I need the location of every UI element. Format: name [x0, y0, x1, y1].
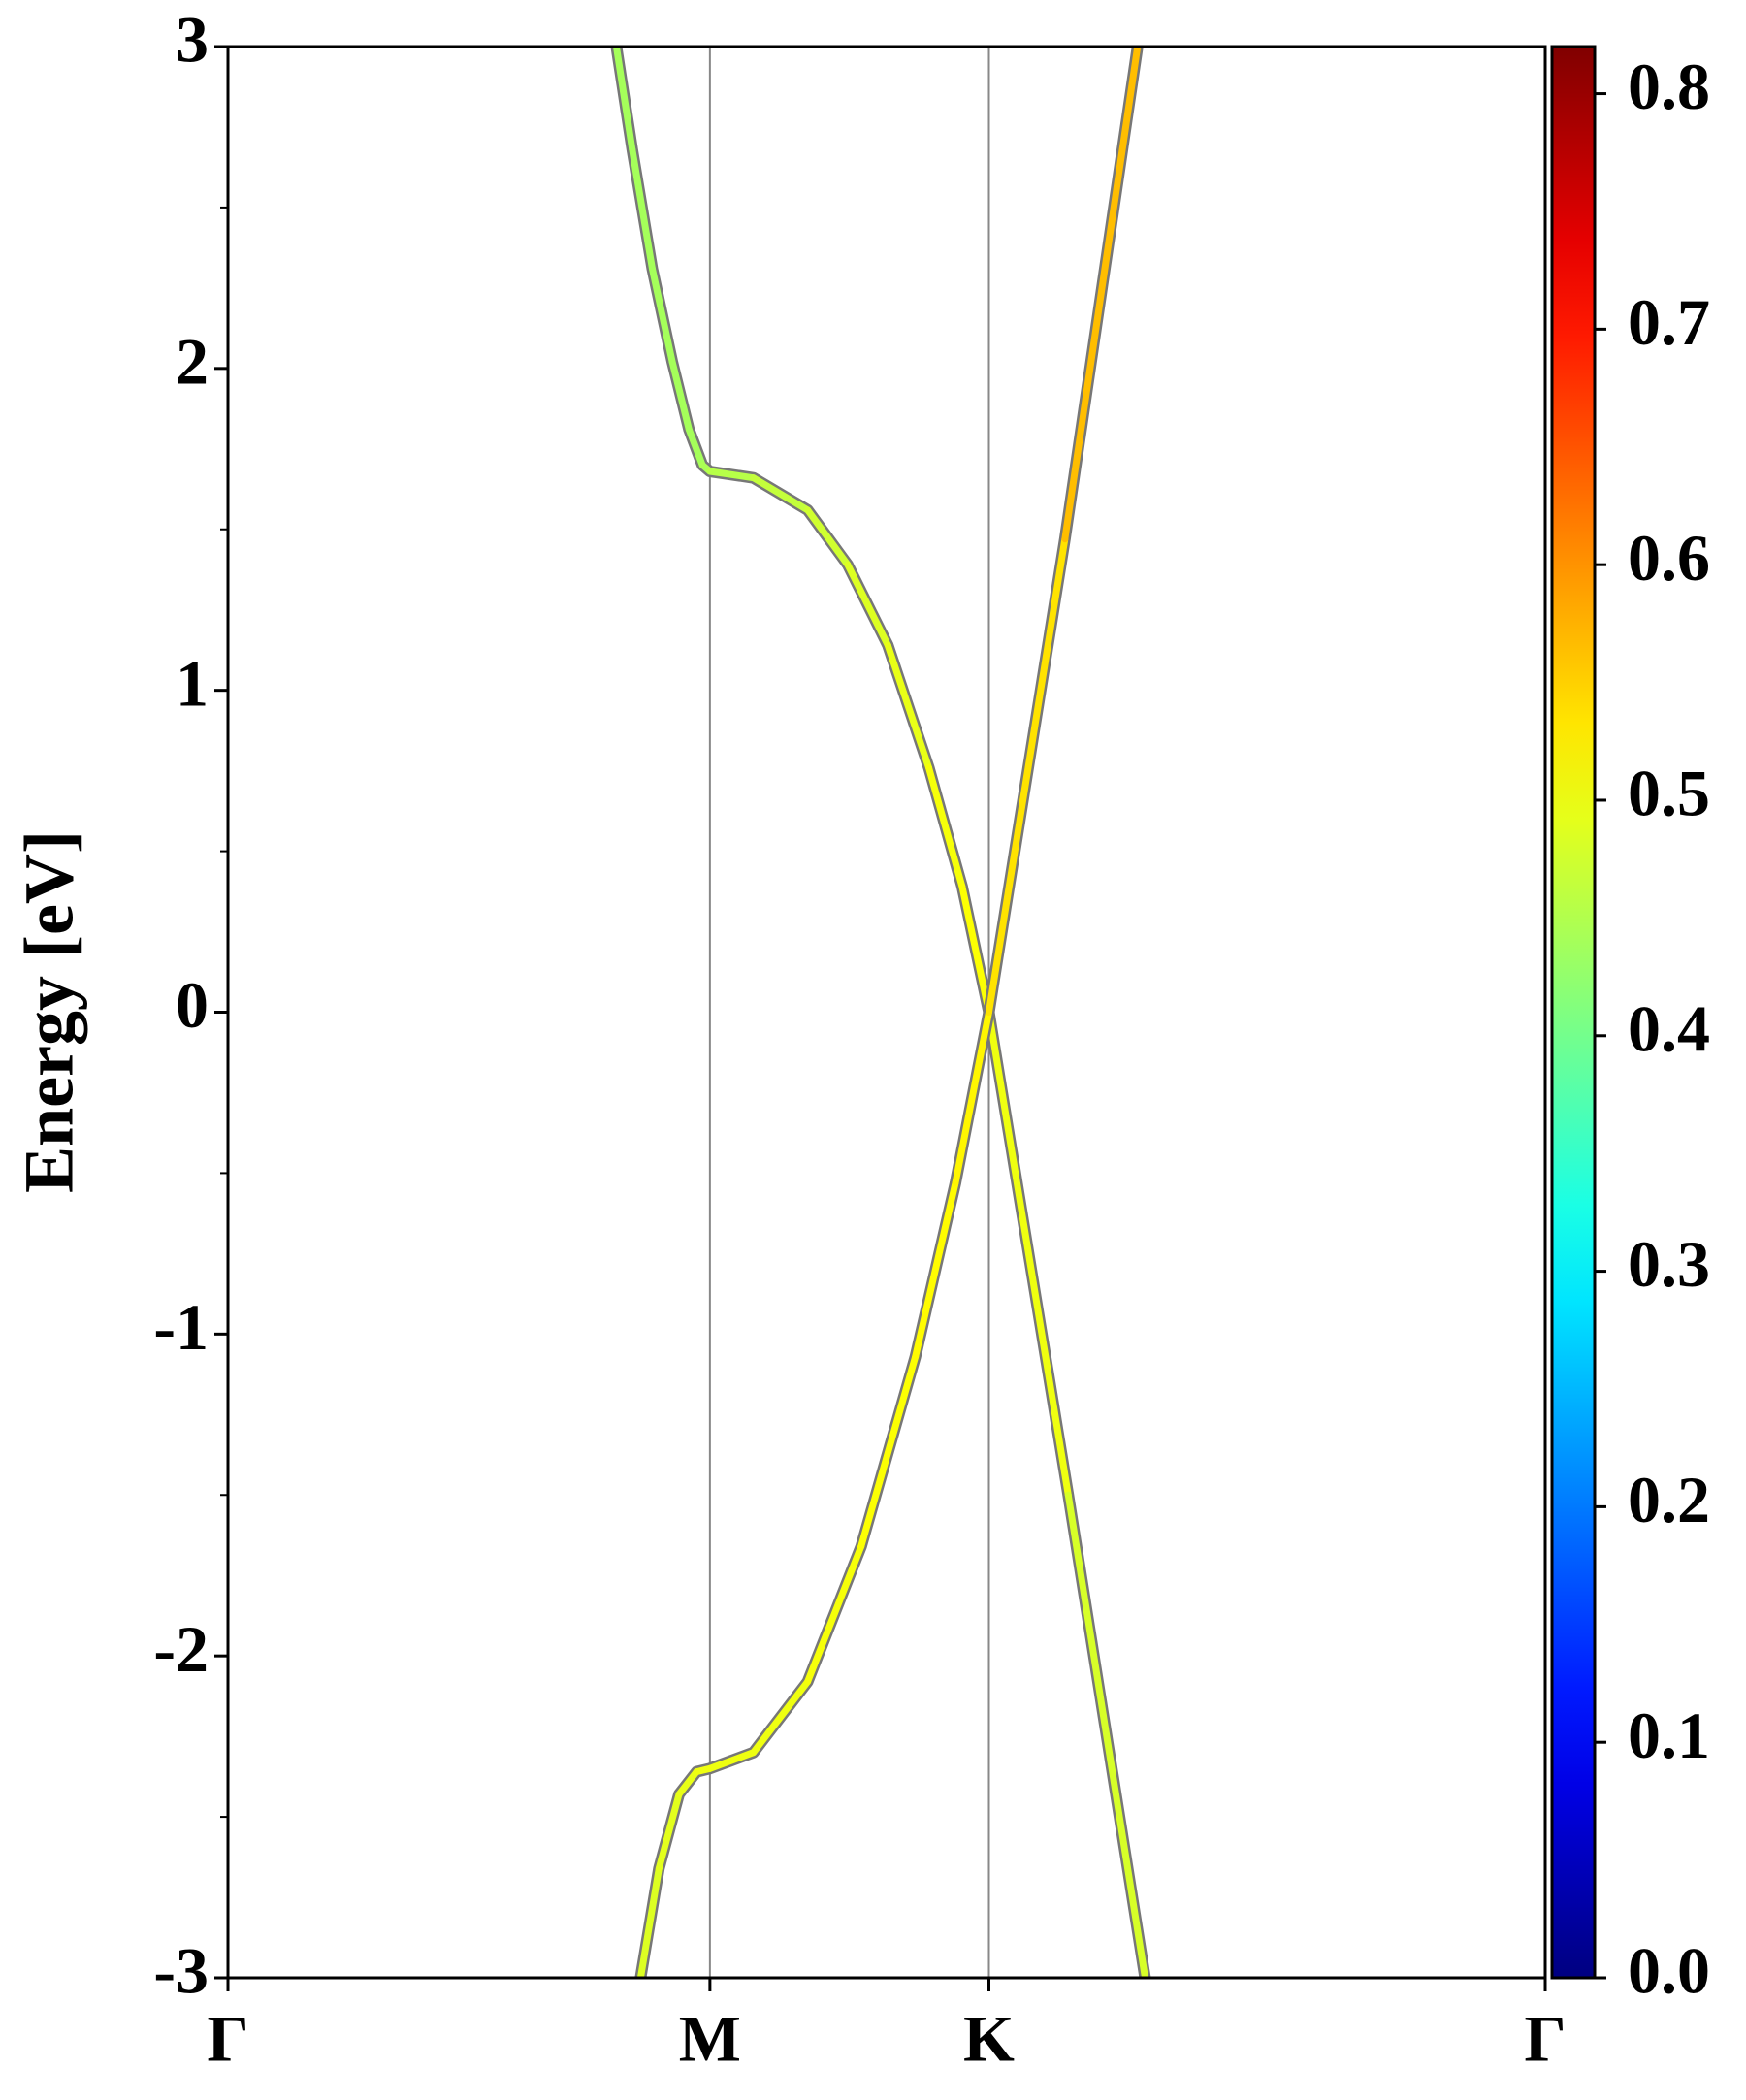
colorbar-tick-label: 0.6 — [1628, 521, 1710, 595]
y-tick-label: -3 — [153, 1934, 209, 2008]
colorbar-tick-label: 0.0 — [1628, 1934, 1710, 2008]
plot-frame — [226, 45, 1547, 1980]
band-outline — [610, 47, 1151, 1978]
band-segment — [648, 265, 676, 366]
band-segment — [706, 1749, 758, 1772]
band-segment — [884, 641, 932, 771]
band-segment — [685, 426, 706, 468]
band-segment — [804, 1542, 865, 1686]
band-outline — [634, 47, 1144, 1978]
y-tick-label: 0 — [176, 968, 209, 1042]
colorbar-tick-label: 0.4 — [1628, 991, 1710, 1065]
y-tick-label: -2 — [153, 1612, 209, 1686]
bands — [610, 47, 1151, 1978]
band-segment — [629, 145, 656, 273]
band-segment — [668, 358, 693, 434]
colorbar-tick-label: 0.8 — [1628, 49, 1710, 123]
band-segment — [912, 1179, 959, 1361]
band-segment — [985, 1009, 1072, 1499]
y-tick-label: 2 — [176, 324, 209, 398]
y-axis-label: Energy [eV] — [11, 830, 88, 1193]
colorbar — [1550, 45, 1597, 1980]
colorbar-tick-label: 0.5 — [1628, 757, 1710, 830]
band-segment — [844, 561, 891, 649]
band-segment — [857, 1353, 920, 1550]
x-tick-label: Γ — [207, 2002, 248, 2076]
band-segment — [1064, 1491, 1149, 1978]
colorbar-tick-label: 0.3 — [1628, 1227, 1710, 1301]
colorbar-tick-label: 0.1 — [1628, 1698, 1710, 1772]
x-tick-label: Γ — [1524, 2002, 1566, 2076]
band-segment — [804, 506, 852, 568]
band-segment — [612, 47, 636, 153]
x-tick-label: M — [679, 2002, 741, 2076]
band-segment — [952, 1009, 992, 1186]
band-segment — [985, 535, 1069, 1016]
band-segment — [675, 1768, 700, 1798]
colorbar-tick-label: 0.7 — [1628, 285, 1710, 359]
band-segment — [750, 474, 812, 514]
y-tick-label: -1 — [153, 1290, 209, 1364]
band-segment — [636, 1864, 663, 1978]
band-segment — [924, 763, 966, 890]
band-segment — [1061, 47, 1142, 543]
colorbar-tick-label: 0.2 — [1628, 1463, 1710, 1536]
x-tick-label: K — [963, 2002, 1015, 2076]
band-segment — [655, 1791, 683, 1872]
y-tick-label: 3 — [176, 3, 209, 77]
band-segment — [750, 1678, 812, 1757]
y-tick-label: 1 — [176, 646, 209, 720]
band-segment — [706, 468, 758, 482]
band-segment — [958, 883, 992, 1016]
